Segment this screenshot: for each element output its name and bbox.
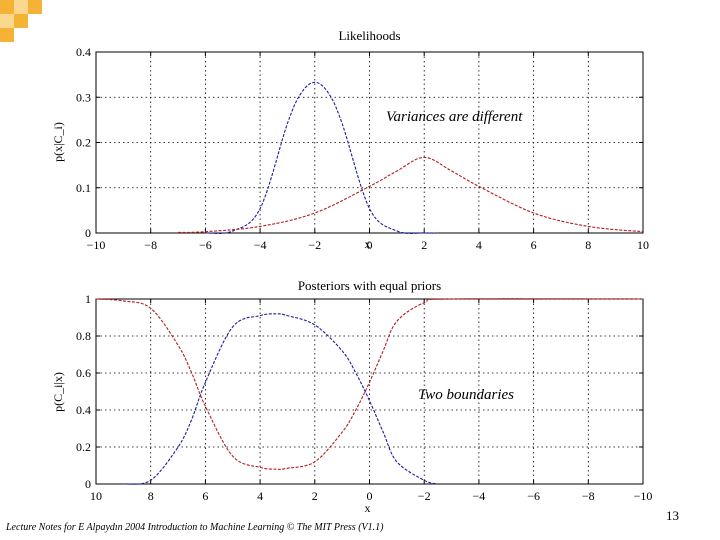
chart1-x-tick-label: 8 <box>585 238 591 252</box>
chart1-x-tick-label: 6 <box>531 238 537 252</box>
chart1-y-tick-label: 0.1 <box>76 181 91 195</box>
chart1-y-tick-label: 0.3 <box>76 90 91 104</box>
chart2-x-tick-label: 10 <box>90 489 102 503</box>
corner-square-4 <box>0 14 14 28</box>
chart2-series-2-line <box>95 298 644 470</box>
chart1-x-tick-label: −4 <box>254 238 267 252</box>
chart1-x-axis-label: x <box>365 237 371 251</box>
chart1-title: Likelihoods <box>338 28 400 43</box>
chart2-annotation: Two boundaries <box>418 387 514 403</box>
chart2-series-1-line <box>123 313 439 485</box>
chart2-x-tick-label: −4 <box>473 489 486 503</box>
chart2-y-tick-label: 1 <box>85 292 91 306</box>
corner-square-2 <box>14 0 28 14</box>
chart2-y-tick-label: 0.6 <box>76 366 91 380</box>
chart2-x-tick-label: −8 <box>582 489 595 503</box>
chart2-title: Posteriors with equal priors <box>298 278 441 293</box>
chart2-x-tick-label: −10 <box>634 489 653 503</box>
chart1-y-tick-label: 0.2 <box>76 136 91 150</box>
chart2-y-axis-label: p(C_i|x) <box>51 372 65 412</box>
chart1-y-tick-label: 0.4 <box>76 45 91 59</box>
chart1-x-tick-label: −10 <box>87 238 106 252</box>
chart2-x-tick-label: 2 <box>312 489 318 503</box>
footer-text: Lecture Notes for E Alpaydın 2004 Introd… <box>6 522 384 533</box>
corner-square-1 <box>0 0 14 14</box>
chart2-x-tick-label: 4 <box>257 489 263 503</box>
chart2-y-tick-label: 0.4 <box>76 403 91 417</box>
chart1-series-2-line <box>178 156 644 233</box>
chart2-x-axis-label: x <box>365 501 371 515</box>
chart2-x-tick-label: 8 <box>148 489 154 503</box>
corner-square-6 <box>0 28 14 42</box>
chart1-y-tick-label: 0 <box>85 226 91 240</box>
chart1-x-tick-label: −8 <box>144 238 157 252</box>
chart1-y-axis-label: p(x|C_i) <box>51 122 65 162</box>
chart1-x-tick-label: −6 <box>199 238 212 252</box>
chart2-y-tick-label: 0.2 <box>76 440 91 454</box>
page-number: 13 <box>666 508 679 523</box>
chart1-x-tick-label: 10 <box>637 238 649 252</box>
chart2-x-tick-label: −2 <box>418 489 431 503</box>
chart1-series-1-line <box>205 81 438 234</box>
chart1-annotation: Variances are different <box>386 109 523 125</box>
corner-square-5 <box>14 14 28 28</box>
corner-square-3 <box>28 0 42 14</box>
chart2-x-tick-label: 6 <box>202 489 208 503</box>
chart2-x-tick-label: −6 <box>527 489 540 503</box>
chart1-x-tick-label: 2 <box>421 238 427 252</box>
chart1-x-tick-label: 0 <box>367 238 373 252</box>
chart1-x-tick-label: 4 <box>476 238 482 252</box>
chart2-y-tick-label: 0.8 <box>76 329 91 343</box>
chart2-x-tick-label: 0 <box>367 489 373 503</box>
chart1-x-tick-label: −2 <box>308 238 321 252</box>
chart2-y-tick-label: 0 <box>85 477 91 491</box>
